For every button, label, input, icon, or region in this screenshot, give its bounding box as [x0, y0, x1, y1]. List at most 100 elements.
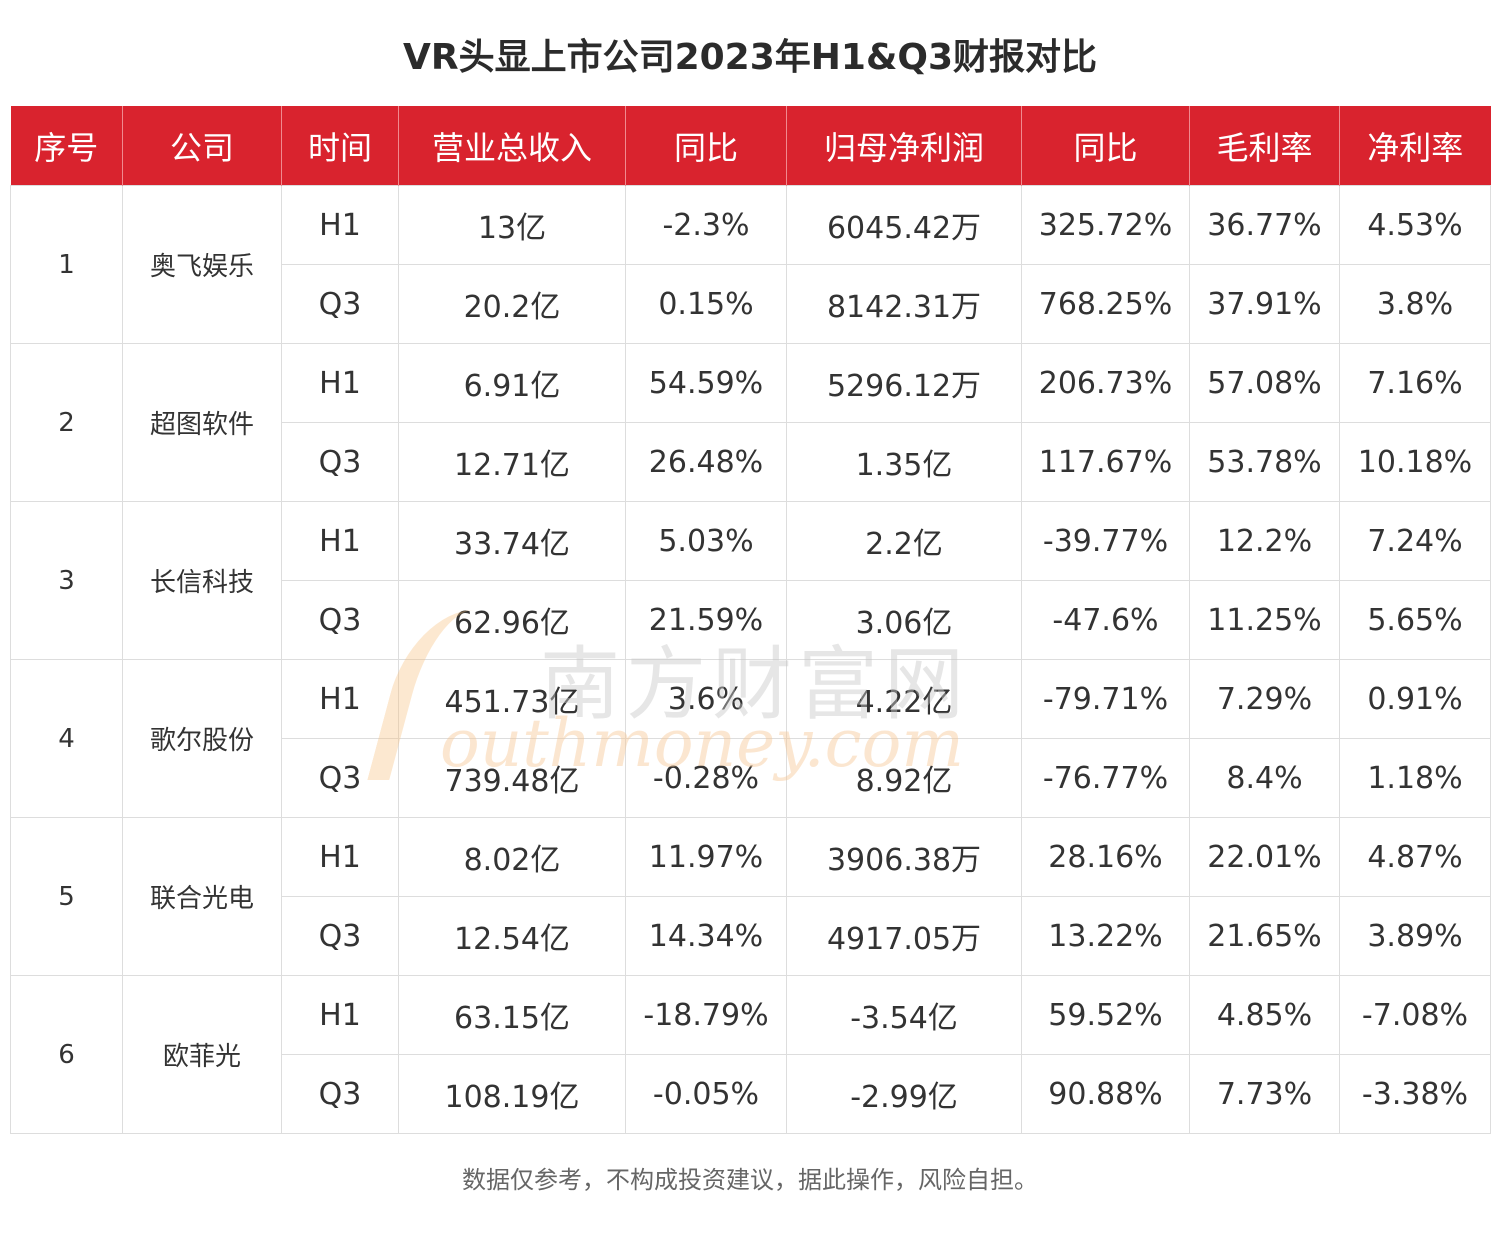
cell-company: 奥飞娱乐	[122, 185, 282, 344]
table-row: Q3 739.48亿 -0.28% 8.92亿 -76.77% 8.4% 1.18%	[11, 738, 1491, 818]
cell-net-margin: 7.24%	[1339, 501, 1491, 581]
cell-revenue-yoy: 5.03%	[625, 501, 787, 581]
cell-revenue: 20.2亿	[398, 264, 626, 344]
cell-revenue-yoy: -2.3%	[625, 185, 787, 265]
cell-revenue: 62.96亿	[398, 580, 626, 660]
cell-net-profit: 6045.42万	[786, 185, 1022, 265]
cell-net-profit: 5296.12万	[786, 343, 1022, 423]
table-row: 2 超图软件 H1 6.91亿 54.59% 5296.12万 206.73% 57.08% 7…	[10, 343, 1491, 502]
cell-net-margin: 7.16%	[1339, 343, 1491, 423]
header-profit-yoy: 同比	[1021, 106, 1190, 186]
header-period: 时间	[281, 106, 399, 186]
cell-profit-yoy: 768.25%	[1021, 264, 1190, 344]
cell-period: Q3	[281, 1054, 399, 1134]
cell-net-margin: 3.89%	[1339, 896, 1491, 976]
cell-gross-margin: 7.73%	[1189, 1054, 1340, 1134]
table-row: 6 欧菲光 H1 63.15亿 -18.79% -3.54亿 59.52% 4.85% -7.0…	[10, 975, 1491, 1134]
header-net-profit: 归母净利润	[786, 106, 1022, 186]
cell-index: 4	[10, 659, 123, 818]
cell-gross-margin: 12.2%	[1189, 501, 1340, 581]
cell-company: 长信科技	[122, 501, 282, 660]
cell-company: 联合光电	[122, 817, 282, 976]
cell-net-profit: -3.54亿	[786, 975, 1022, 1055]
cell-net-margin: 3.8%	[1339, 264, 1491, 344]
cell-profit-yoy: -47.6%	[1021, 580, 1190, 660]
cell-gross-margin: 53.78%	[1189, 422, 1340, 502]
cell-profit-yoy: 117.67%	[1021, 422, 1190, 502]
financial-comparison-table: 序号 公司 时间 营业总收入 同比 归母净利润 同比 毛利率 净利率 1 奥飞娱乐…	[10, 106, 1491, 1134]
cell-net-margin: 10.18%	[1339, 422, 1491, 502]
cell-period: H1	[281, 975, 399, 1055]
table-row: 1 奥飞娱乐 H1 13亿 -2.3% 6045.42万 325.72% 36.77% 4.53…	[10, 185, 1491, 344]
cell-revenue: 8.02亿	[398, 817, 626, 897]
cell-net-profit: 1.35亿	[786, 422, 1022, 502]
cell-net-margin: 4.87%	[1339, 817, 1491, 897]
table-row: Q3 12.71亿 26.48% 1.35亿 117.67% 53.78% 10.18%	[11, 422, 1491, 502]
cell-revenue: 6.91亿	[398, 343, 626, 423]
cell-revenue-yoy: -0.05%	[625, 1054, 787, 1134]
cell-profit-yoy: 206.73%	[1021, 343, 1190, 423]
cell-company: 欧菲光	[122, 975, 282, 1134]
cell-net-margin: -3.38%	[1339, 1054, 1491, 1134]
cell-net-profit: 8142.31万	[786, 264, 1022, 344]
cell-period: Q3	[281, 580, 399, 660]
cell-period: Q3	[281, 896, 399, 976]
cell-company: 超图软件	[122, 343, 282, 502]
cell-net-profit: 3.06亿	[786, 580, 1022, 660]
disclaimer: 数据仅参考，不构成投资建议，据此操作，风险自担。	[462, 1166, 1038, 1194]
header-revenue-yoy: 同比	[625, 106, 787, 186]
cell-profit-yoy: 59.52%	[1021, 975, 1190, 1055]
cell-net-margin: -7.08%	[1339, 975, 1491, 1055]
cell-gross-margin: 57.08%	[1189, 343, 1340, 423]
cell-net-profit: 4917.05万	[786, 896, 1022, 976]
cell-index: 3	[10, 501, 123, 660]
cell-profit-yoy: 28.16%	[1021, 817, 1190, 897]
cell-gross-margin: 11.25%	[1189, 580, 1340, 660]
cell-revenue-yoy: 26.48%	[625, 422, 787, 502]
cell-period: H1	[281, 659, 399, 739]
cell-net-profit: 2.2亿	[786, 501, 1022, 581]
cell-revenue-yoy: 21.59%	[625, 580, 787, 660]
table-row: 4 歌尔股份 H1 451.73亿 3.6% 4.22亿 -79.71% 7.29% 0.91%	[10, 659, 1491, 818]
header-gross-margin: 毛利率	[1189, 106, 1340, 186]
cell-net-profit: 3906.38万	[786, 817, 1022, 897]
cell-net-margin: 4.53%	[1339, 185, 1491, 265]
cell-index: 1	[10, 185, 123, 344]
cell-profit-yoy: -79.71%	[1021, 659, 1190, 739]
cell-company: 歌尔股份	[122, 659, 282, 818]
cell-net-margin: 5.65%	[1339, 580, 1491, 660]
cell-revenue-yoy: -0.28%	[625, 738, 787, 818]
cell-index: 5	[10, 817, 123, 976]
table-header-row: 序号 公司 时间 营业总收入 同比 归母净利润 同比 毛利率 净利率	[10, 106, 1491, 186]
cell-net-margin: 1.18%	[1339, 738, 1491, 818]
cell-revenue: 33.74亿	[398, 501, 626, 581]
cell-net-margin: 0.91%	[1339, 659, 1491, 739]
cell-index: 2	[10, 343, 123, 502]
cell-revenue: 451.73亿	[398, 659, 626, 739]
cell-revenue-yoy: 54.59%	[625, 343, 787, 423]
cell-period: Q3	[281, 422, 399, 502]
cell-period: H1	[281, 817, 399, 897]
cell-profit-yoy: -76.77%	[1021, 738, 1190, 818]
cell-revenue-yoy: -18.79%	[625, 975, 787, 1055]
cell-gross-margin: 21.65%	[1189, 896, 1340, 976]
cell-net-profit: 4.22亿	[786, 659, 1022, 739]
cell-profit-yoy: 325.72%	[1021, 185, 1190, 265]
cell-revenue: 108.19亿	[398, 1054, 626, 1134]
page-title: VR头显上市公司2023年H1&Q3财报对比	[402, 37, 1097, 78]
cell-period: Q3	[281, 738, 399, 818]
cell-profit-yoy: 13.22%	[1021, 896, 1190, 976]
cell-period: H1	[281, 501, 399, 581]
cell-revenue: 12.54亿	[398, 896, 626, 976]
cell-revenue-yoy: 11.97%	[625, 817, 787, 897]
table-row: Q3 108.19亿 -0.05% -2.99亿 90.88% 7.73% -3.38%	[11, 1054, 1491, 1134]
table-row: Q3 62.96亿 21.59% 3.06亿 -47.6% 11.25% 5.65%	[11, 580, 1491, 660]
cell-revenue-yoy: 14.34%	[625, 896, 787, 976]
cell-index: 6	[10, 975, 123, 1134]
cell-profit-yoy: 90.88%	[1021, 1054, 1190, 1134]
cell-net-profit: 8.92亿	[786, 738, 1022, 818]
table-row: 5 联合光电 H1 8.02亿 11.97% 3906.38万 28.16% 22.01% 4.…	[10, 817, 1491, 976]
cell-revenue: 13亿	[398, 185, 626, 265]
header-revenue: 营业总收入	[398, 106, 626, 186]
cell-gross-margin: 37.91%	[1189, 264, 1340, 344]
